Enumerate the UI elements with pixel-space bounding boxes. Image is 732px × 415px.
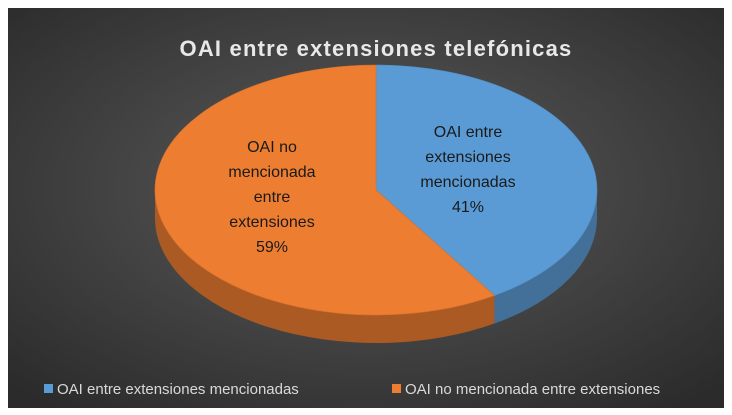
data-label-category: OAI entre extensiones mencionadas (420, 124, 516, 191)
data-label-category: OAI no mencionada entre extensiones (228, 139, 316, 231)
data-label: OAI no mencionada entre extensiones 59% (219, 135, 325, 260)
chart-title: OAI entre extensiones telefónicas (180, 36, 573, 61)
legend-label: OAI entre extensiones mencionadas (57, 381, 299, 398)
legend-swatch (392, 384, 401, 393)
legend-swatch (44, 384, 53, 393)
data-label-value: 59% (255, 239, 289, 256)
slice-side (155, 190, 495, 343)
data-label: OAI entre extensiones mencionadas 41% (406, 120, 530, 220)
slice-side (494, 190, 597, 324)
legend-label: OAI no mencionada entre extensiones (405, 381, 660, 398)
data-label-value: 41% (451, 199, 485, 216)
slice (375, 64, 598, 296)
slice (154, 64, 495, 316)
